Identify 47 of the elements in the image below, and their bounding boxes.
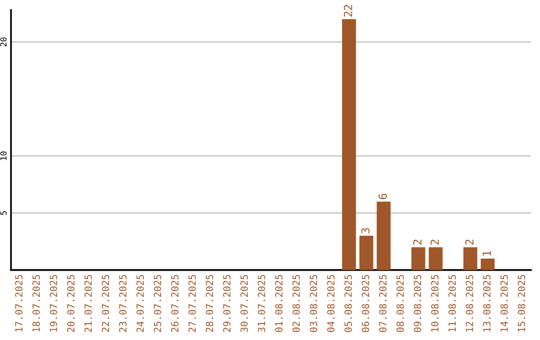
x-tick-label: 07.08.2025 xyxy=(379,274,387,332)
data-label: 6 xyxy=(378,194,387,200)
x-tick-label: 28.07.2025 xyxy=(206,274,214,332)
bar xyxy=(463,247,478,270)
x-tick-label: 13.08.2025 xyxy=(483,274,491,332)
x-tick-label: 31.07.2025 xyxy=(258,274,266,332)
x-tick-label: 24.07.2025 xyxy=(136,274,144,332)
y-tick-label: 20 xyxy=(0,37,7,46)
x-tick-label: 06.08.2025 xyxy=(362,274,370,332)
x-tick-label: 26.07.2025 xyxy=(171,274,179,332)
x-tick-label: 08.08.2025 xyxy=(396,274,404,332)
data-label: 2 xyxy=(465,240,474,245)
x-tick-label: 02.08.2025 xyxy=(292,274,300,332)
x-tick-label: 20.07.2025 xyxy=(67,274,75,332)
x-tick-label: 27.07.2025 xyxy=(188,274,196,332)
x-tick-label: 03.08.2025 xyxy=(310,274,318,332)
x-tick-label: 21.07.2025 xyxy=(84,274,92,332)
x-tick-label: 11.08.2025 xyxy=(448,274,456,332)
x-tick-label: 23.07.2025 xyxy=(119,274,127,332)
x-tick-label: 04.08.2025 xyxy=(327,274,335,332)
x-tick-label: 19.07.2025 xyxy=(50,274,58,332)
bar xyxy=(411,247,426,270)
x-tick-label: 01.08.2025 xyxy=(275,274,283,332)
x-tick-label: 17.07.2025 xyxy=(15,274,23,332)
y-tick-label: 10 xyxy=(0,151,7,160)
x-tick-label: 18.07.2025 xyxy=(32,274,40,332)
bar xyxy=(376,202,391,270)
data-label: 22 xyxy=(344,4,352,17)
data-label: 3 xyxy=(361,228,370,234)
data-label: 2 xyxy=(430,240,439,245)
x-tick-label: 05.08.2025 xyxy=(344,274,352,332)
x-tick-label: 30.07.2025 xyxy=(240,274,248,332)
x-tick-label: 15.08.2025 xyxy=(518,274,526,332)
x-tick-label: 25.07.2025 xyxy=(154,274,162,332)
x-tick-label: 29.07.2025 xyxy=(223,274,231,332)
data-label: 2 xyxy=(413,240,422,245)
x-tick-label: 12.08.2025 xyxy=(466,274,474,332)
bar xyxy=(480,258,495,270)
bar xyxy=(428,247,443,270)
x-tick-label: 09.08.2025 xyxy=(414,274,422,332)
x-tick-label: 10.08.2025 xyxy=(431,274,439,332)
x-tick-label: 22.07.2025 xyxy=(102,274,110,332)
data-label: 1 xyxy=(482,250,491,256)
x-tick-label: 14.08.2025 xyxy=(500,274,508,332)
bar xyxy=(359,236,374,270)
y-tick-label: 5 xyxy=(0,211,7,215)
bar xyxy=(342,19,356,270)
